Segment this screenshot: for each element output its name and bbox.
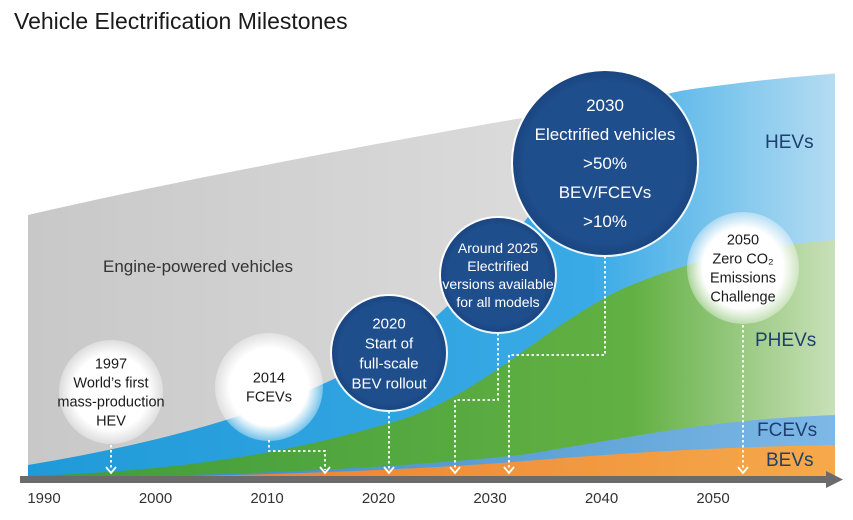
milestone-connector bbox=[508, 256, 606, 470]
milestones: 1997 World’s first mass-production HEV 2014 F… bbox=[57, 69, 799, 444]
milestone-label: mass-production bbox=[57, 395, 164, 411]
milestone-label: >50% bbox=[583, 154, 627, 173]
x-tick-label: 2020 bbox=[362, 490, 395, 507]
milestone-label: Start of bbox=[365, 335, 414, 352]
x-tick-label: 2010 bbox=[250, 490, 283, 507]
bev-region-label: BEVs bbox=[766, 450, 814, 471]
chevron-down-icon bbox=[383, 466, 395, 475]
milestone-circle bbox=[332, 296, 446, 410]
milestone-label: versions available bbox=[442, 276, 553, 292]
milestone-circle bbox=[441, 218, 555, 332]
milestone-connector bbox=[454, 333, 499, 470]
milestone-label: BEV rollout bbox=[351, 375, 427, 392]
x-tick-label: 2000 bbox=[139, 490, 172, 507]
x-axis-bar bbox=[20, 476, 828, 483]
x-axis-arrow-icon bbox=[826, 471, 843, 488]
page-title: Vehicle Electrification Milestones bbox=[14, 8, 348, 34]
milestone-circle bbox=[513, 71, 697, 255]
hev-region-label: HEVs bbox=[765, 132, 814, 153]
milestone-bubble: 2050 Zero CO₂ Emissions Challenge bbox=[687, 212, 799, 324]
x-tick-label: 1990 bbox=[27, 490, 60, 507]
milestone-circle bbox=[215, 333, 323, 441]
milestone-bubble: 1997 World’s first mass-production HEV bbox=[57, 340, 165, 444]
milestone-label: >10% bbox=[583, 212, 627, 231]
x-tick-label: 2040 bbox=[585, 490, 618, 507]
bev-region bbox=[28, 445, 835, 478]
chevron-down-icon bbox=[737, 466, 749, 475]
milestone-label: for all models bbox=[456, 294, 539, 310]
x-tick-label: 2050 bbox=[696, 490, 729, 507]
milestone-label: FCEVs bbox=[246, 390, 292, 406]
engine-region-label: Engine-powered vehicles bbox=[103, 257, 293, 276]
milestone-label: Around 2025 bbox=[458, 240, 538, 256]
phev-region bbox=[28, 240, 835, 478]
milestone-label: BEV/FCEVs bbox=[559, 183, 652, 202]
milestone-label: 2050 bbox=[727, 233, 759, 249]
milestone-connector bbox=[268, 440, 326, 470]
milestone-bubble: 2014 FCEVs bbox=[215, 333, 323, 441]
milestone-label: 2014 bbox=[253, 371, 285, 387]
milestone-connectors bbox=[105, 256, 749, 475]
milestone-circle bbox=[59, 340, 163, 444]
chevron-down-icon bbox=[449, 466, 461, 475]
milestone-label: Electrified vehicles bbox=[535, 125, 676, 144]
milestone-bubble: 2030 Electrified vehicles >50% BEV/FCEVs >10… bbox=[511, 69, 699, 257]
milestone-label: Challenge bbox=[710, 290, 775, 306]
milestone-circle bbox=[687, 212, 799, 324]
chevron-down-icon bbox=[319, 466, 331, 475]
milestone-bubble: 2020 Start of full-scale BEV rollout bbox=[330, 294, 448, 412]
milestone-label: 2030 bbox=[586, 96, 624, 115]
milestone-label: Emissions bbox=[710, 271, 776, 287]
phev-region-label: PHEVs bbox=[755, 330, 816, 351]
chevron-down-icon bbox=[105, 466, 117, 475]
chevron-down-icon bbox=[503, 466, 515, 475]
x-tick-label: 2030 bbox=[473, 490, 506, 507]
milestone-label: full-scale bbox=[359, 355, 418, 372]
milestone-label: 1997 bbox=[95, 357, 127, 373]
milestone-label: Electrified bbox=[467, 258, 528, 274]
milestone-bubble: Around 2025 Electrified versions available… bbox=[439, 216, 557, 334]
milestone-label: World’s first bbox=[73, 376, 148, 392]
milestone-label: HEV bbox=[96, 414, 126, 430]
milestone-label: Zero CO₂ bbox=[712, 252, 773, 268]
fcev-region-label: FCEVs bbox=[757, 420, 817, 441]
milestone-label: 2020 bbox=[372, 315, 405, 332]
x-axis-ticks: 1990 2000 2010 2020 2030 2040 2050 bbox=[27, 490, 729, 507]
